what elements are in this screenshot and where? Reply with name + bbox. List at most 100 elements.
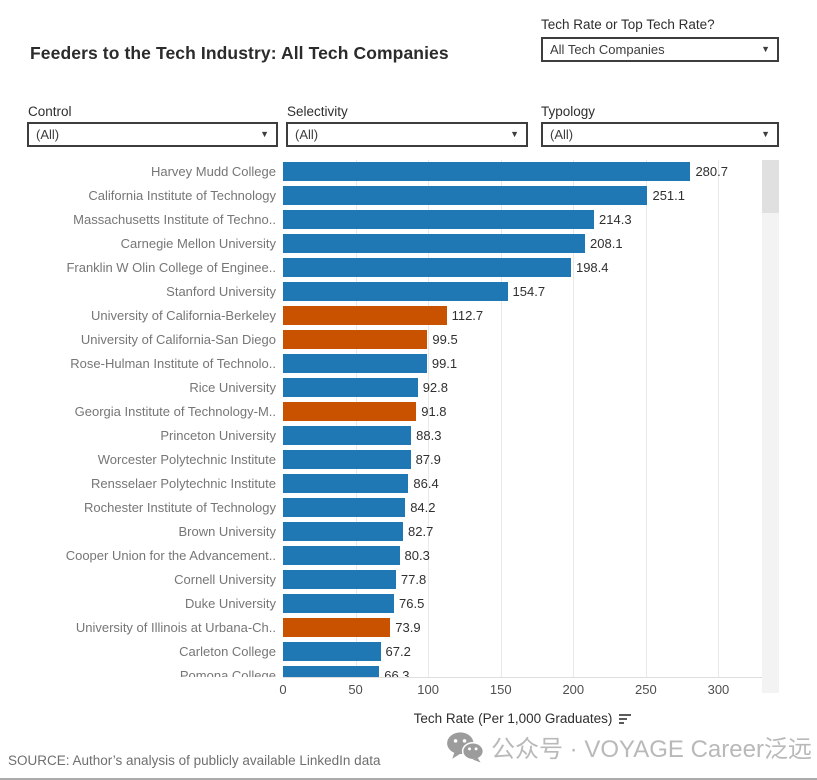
bar-category-label: Duke University (184, 596, 276, 611)
bar-value-label: 99.1 (431, 356, 458, 371)
bar-rows: Harvey Mudd College 280.7 California Insti… (0, 160, 762, 677)
bar-category-label: Franklin W Olin College of Enginee.. (66, 260, 276, 275)
bar-plot-cell: 92.8 (283, 376, 762, 400)
param-dropdown[interactable]: All Tech Companies ▼ (541, 37, 779, 62)
bar-value-label: 80.3 (404, 548, 430, 563)
bar-row: Massachusetts Institute of Techno.. 214.3 (0, 208, 762, 232)
bar[interactable] (283, 522, 404, 541)
chevron-down-icon: ▼ (260, 129, 269, 139)
bar[interactable] (283, 282, 508, 301)
bar-value-label: 77.8 (400, 572, 427, 587)
x-axis-tick-label: 0 (279, 682, 287, 697)
bar-category-label: Worcester Polytechnic Institute (97, 452, 276, 467)
param-dropdown-value: All Tech Companies (550, 42, 665, 57)
bar-plot-cell: 112.7 (283, 304, 762, 328)
bar-plot-cell: 76.5 (283, 592, 762, 616)
bar-plot-cell: 99.1 (283, 352, 762, 376)
bar-row: Pomona College 66.3 (0, 664, 762, 677)
bar-plot-cell: 251.1 (283, 184, 762, 208)
bar-category-label: Brown University (178, 524, 276, 539)
bar-plot-cell: 73.9 (283, 616, 762, 640)
bar-plot-cell: 84.2 (283, 496, 762, 520)
bar-value-label: 66.3 (384, 668, 410, 677)
bar-row: Princeton University 88.3 (0, 424, 762, 448)
x-axis-ticks: 0 50 100 150 200 250 300 (279, 682, 762, 700)
bar-row: Stanford University 154.7 (0, 280, 762, 304)
filter-label-control: Control (28, 104, 72, 119)
bar-row: Rochester Institute of Technology 84.2 (0, 496, 762, 520)
bar-row: Carnegie Mellon University 208.1 (0, 232, 762, 256)
bar-value-label: 87.9 (415, 452, 441, 467)
bar-category-label: Carleton College (179, 644, 276, 659)
bar-category-label: Carnegie Mellon University (120, 236, 276, 251)
bar[interactable] (283, 594, 395, 613)
x-axis-tick-label: 300 (707, 682, 730, 697)
bar[interactable] (283, 162, 691, 181)
bar-category-label: University of California-San Diego (80, 332, 276, 347)
bar-plot-cell: 80.3 (283, 544, 762, 568)
filter-dropdown-control[interactable]: (All) ▼ (27, 122, 278, 147)
bar-category-label: Rose-Hulman Institute of Technolo.. (70, 356, 276, 371)
bar[interactable] (283, 498, 406, 517)
chevron-down-icon: ▼ (510, 129, 519, 139)
bar-plot-cell: 77.8 (283, 568, 762, 592)
bar-row: Brown University 82.7 (0, 520, 762, 544)
x-axis-title-text: Tech Rate (Per 1,000 Graduates) (413, 711, 613, 726)
bar[interactable] (283, 666, 380, 677)
sort-descending-icon[interactable] (619, 714, 632, 724)
bar-value-label: 92.8 (422, 380, 448, 395)
bar[interactable] (283, 474, 409, 493)
bar-category-label: Rice University (189, 380, 276, 395)
bar[interactable] (283, 618, 391, 637)
bar-category-label: Massachusetts Institute of Techno.. (73, 212, 276, 227)
scrollbar-thumb[interactable] (762, 160, 779, 213)
x-axis-tick-label: 50 (348, 682, 363, 697)
bar[interactable] (283, 234, 586, 253)
bar-plot-cell: 87.9 (283, 448, 762, 472)
bar-category-label: Georgia Institute of Technology-M.. (74, 404, 276, 419)
bar-value-label: 112.7 (451, 308, 484, 323)
bar-category-label: Cornell University (174, 572, 276, 587)
bar-category-label: University of Illinois at Urbana-Ch.. (75, 620, 276, 635)
bar-row: Rice University 92.8 (0, 376, 762, 400)
bar-plot-cell: 91.8 (283, 400, 762, 424)
filter-label-typology: Typology (541, 104, 596, 119)
bar[interactable] (283, 546, 400, 565)
bar-row: Harvey Mudd College 280.7 (0, 160, 762, 184)
bottom-divider (0, 778, 817, 780)
bar[interactable] (283, 210, 595, 229)
bar[interactable] (283, 378, 418, 397)
bar-plot-cell: 280.7 (283, 160, 762, 184)
watermark-text: 公众号 · VOYAGE Career泛远 (491, 736, 812, 763)
bar-chart: Harvey Mudd College 280.7 California Insti… (0, 160, 762, 677)
bar-row: Rose-Hulman Institute of Technolo.. 99.1 (0, 352, 762, 376)
bar[interactable] (283, 570, 396, 589)
filter-dropdown-selectivity-value: (All) (295, 127, 319, 142)
filter-dropdown-selectivity[interactable]: (All) ▼ (286, 122, 528, 147)
bar[interactable] (283, 330, 428, 349)
filter-dropdown-typology[interactable]: (All) ▼ (541, 122, 779, 147)
bar-value-label: 214.3 (599, 212, 632, 227)
bar[interactable] (283, 402, 417, 421)
bar-category-label: Cooper Union for the Advancement.. (65, 548, 276, 563)
bar[interactable] (283, 306, 447, 325)
watermark: 公众号 · VOYAGE Career泛远 (446, 729, 812, 764)
param-label: Tech Rate or Top Tech Rate? (541, 17, 715, 32)
bar-value-label: 251.1 (652, 188, 686, 203)
bar-row: Carleton College 67.2 (0, 640, 762, 664)
source-note: SOURCE: Author’s analysis of publicly av… (8, 753, 381, 768)
bar[interactable] (283, 186, 648, 205)
vertical-scrollbar[interactable] (762, 160, 779, 693)
bar-row: Franklin W Olin College of Enginee.. 198.… (0, 256, 762, 280)
bar-row: University of Illinois at Urbana-Ch.. 73.… (0, 616, 762, 640)
bar[interactable] (283, 354, 427, 373)
bar-category-label: Harvey Mudd College (150, 164, 276, 179)
filter-dropdown-typology-value: (All) (550, 127, 574, 142)
bar[interactable] (283, 642, 381, 661)
bar-value-label: 82.7 (408, 524, 434, 539)
bar[interactable] (283, 450, 411, 469)
bar[interactable] (283, 426, 412, 445)
bar[interactable] (283, 258, 571, 277)
chevron-down-icon: ▼ (761, 44, 770, 54)
bar-value-label: 99.5 (432, 332, 458, 347)
